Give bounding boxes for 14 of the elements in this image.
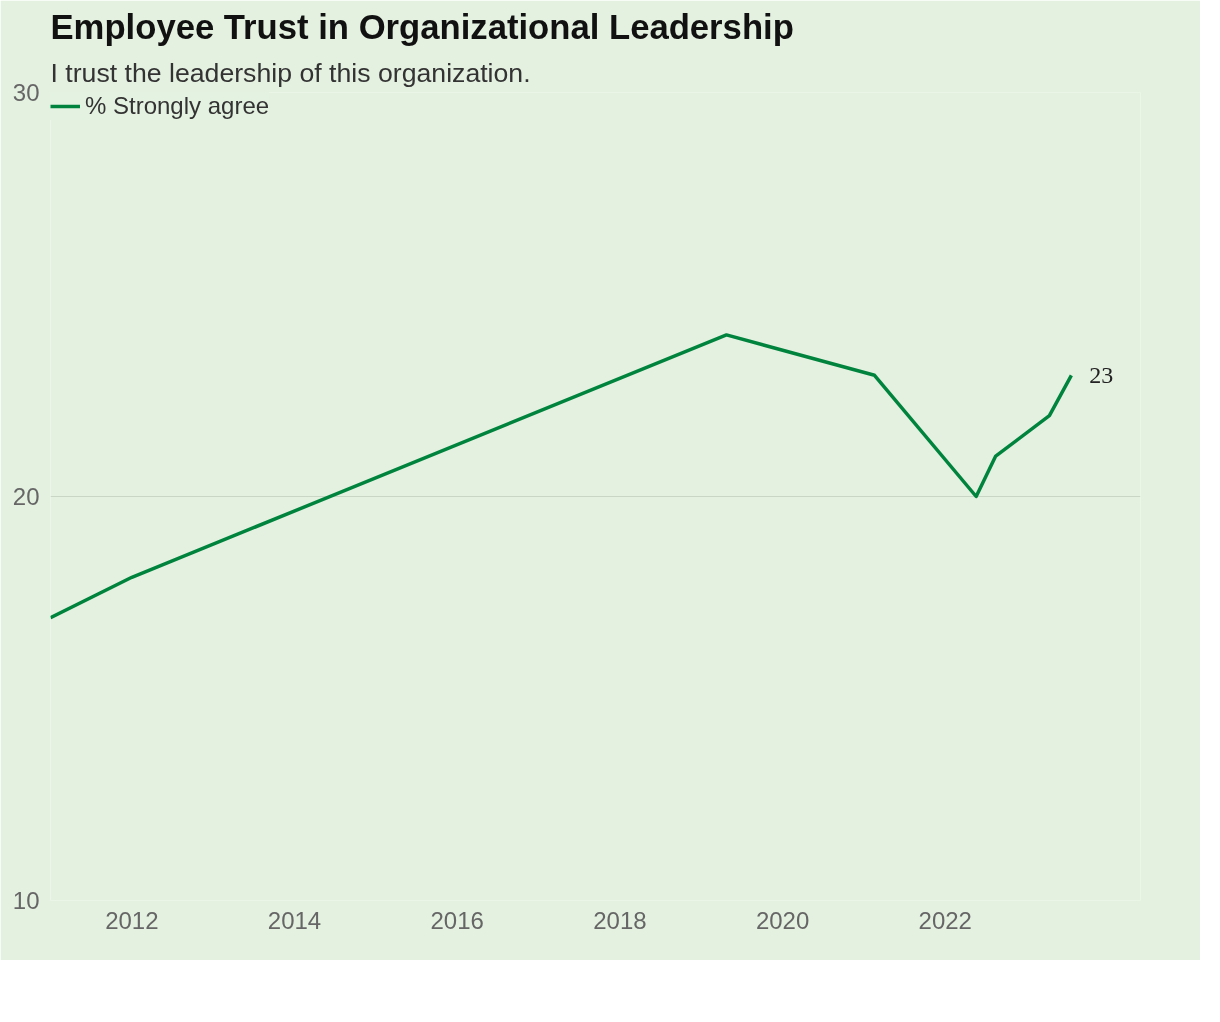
x-tick-label: 2022 (918, 906, 972, 934)
legend-label: % Strongly agree (85, 92, 270, 120)
y-tick-label: 10 (12, 887, 40, 914)
data-label: 23 (1089, 361, 1114, 388)
y-tick-label: 30 (12, 79, 40, 106)
x-tick-label: 2016 (430, 906, 484, 934)
x-tick-label: 2020 (755, 906, 810, 934)
y-tick-label: 20 (12, 483, 40, 510)
x-tick-label: 2018 (593, 906, 647, 934)
chart-subtitle: I trust the leadership of this organization. (50, 57, 531, 88)
x-tick-label: 2014 (267, 906, 322, 934)
x-tick-label: 2012 (105, 906, 159, 934)
line-series (50, 333, 1074, 620)
chart-title: Employee Trust in Organizational Leadership (50, 7, 794, 46)
